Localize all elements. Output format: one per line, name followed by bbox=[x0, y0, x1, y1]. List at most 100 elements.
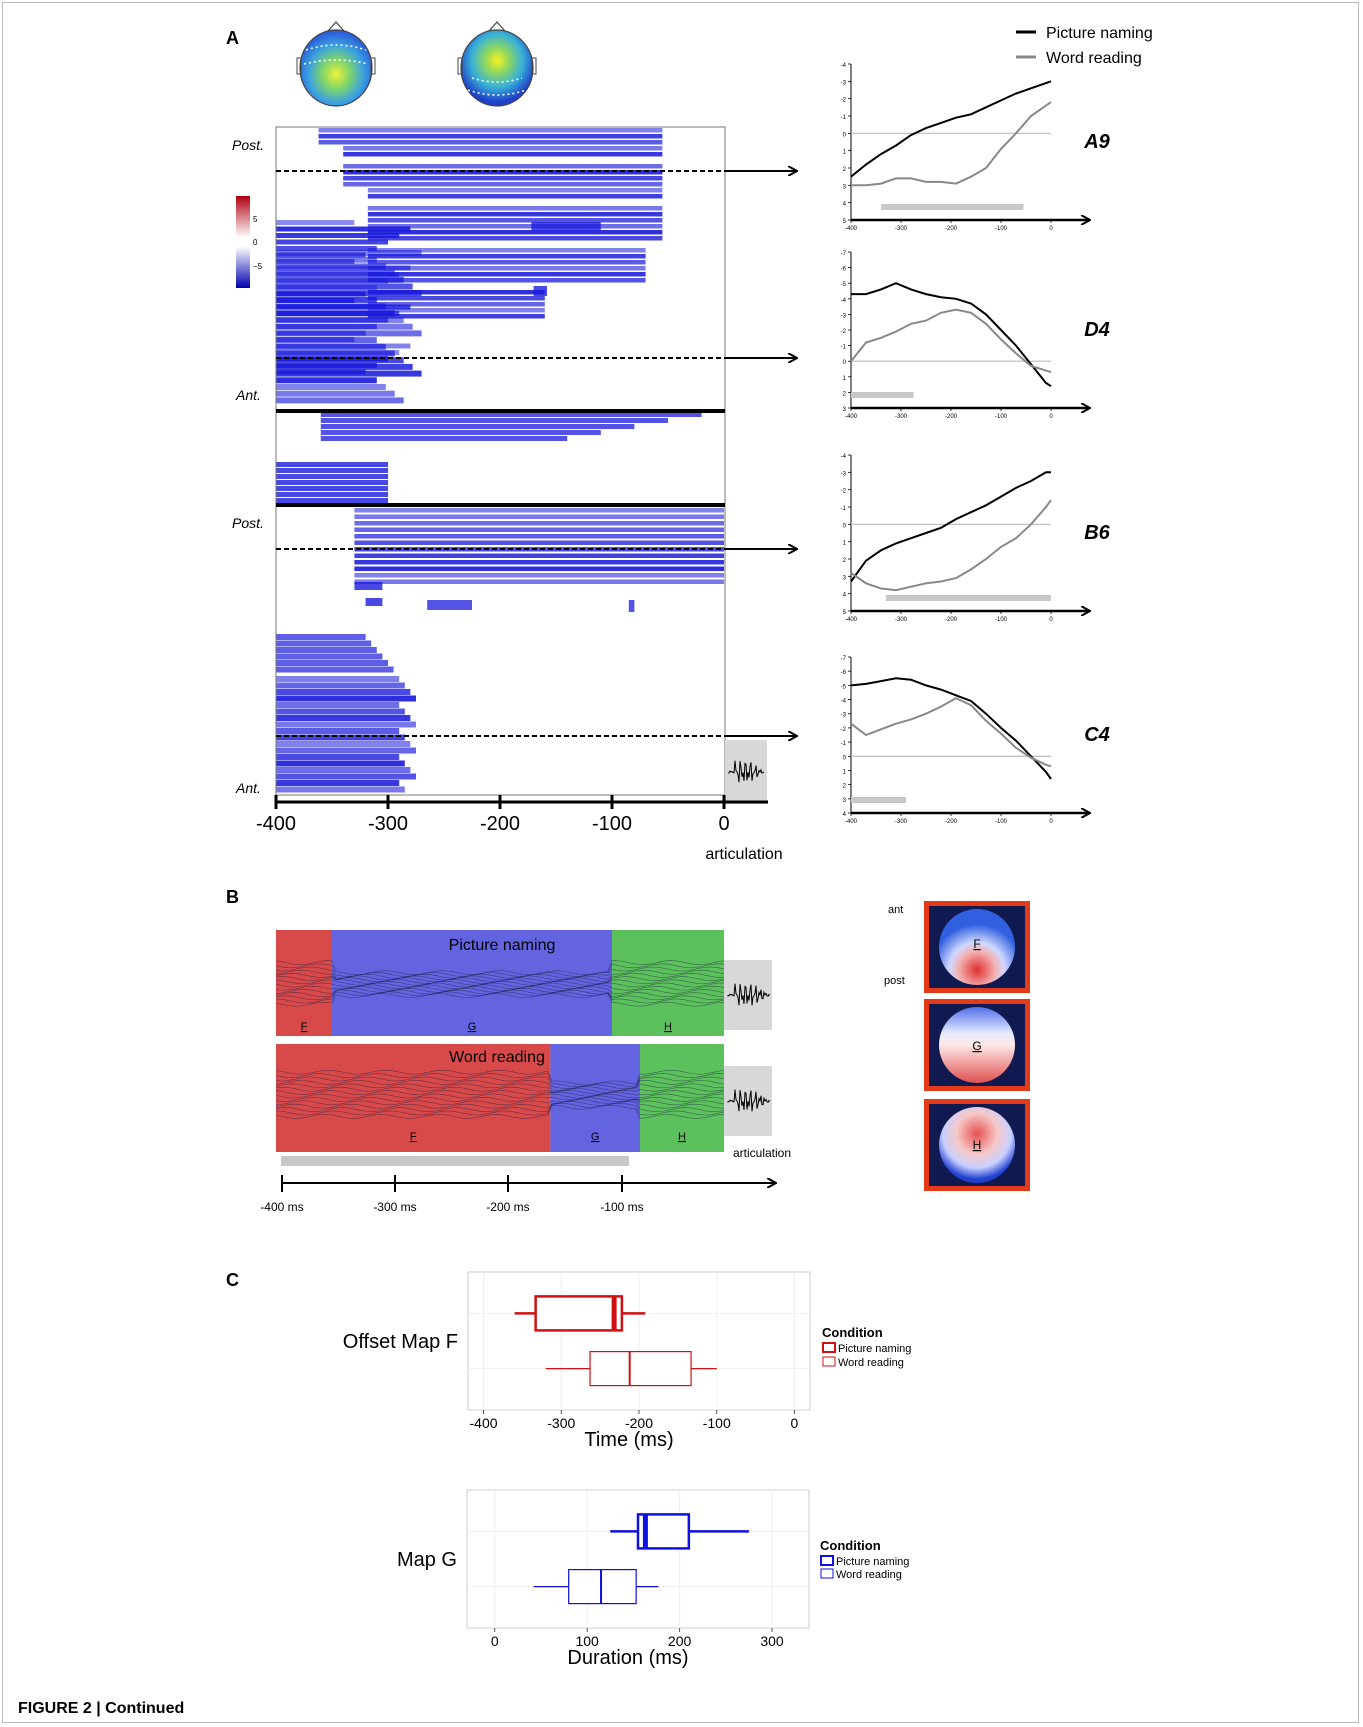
microstate-row-word-reading: Word reading F G H bbox=[275, 1044, 725, 1152]
topo-letter: F bbox=[973, 937, 980, 951]
eeg-trace bbox=[275, 1095, 725, 1102]
legend-label: Picture naming bbox=[838, 1343, 911, 1355]
y-tick-label: -1 bbox=[841, 741, 847, 747]
heatmap-cell bbox=[276, 780, 400, 786]
heatmap-cell bbox=[276, 384, 386, 390]
legend-label: Word reading bbox=[1046, 50, 1142, 67]
heatmap-cell bbox=[276, 486, 388, 491]
eeg-trace bbox=[275, 991, 725, 1004]
ant-label: ant bbox=[888, 904, 903, 916]
heatmap-cell bbox=[276, 760, 405, 767]
heatmap-cell bbox=[276, 337, 377, 344]
heatmap-cell bbox=[354, 508, 724, 513]
x-tick-label: -200 bbox=[480, 813, 520, 835]
row-title: Picture naming bbox=[449, 937, 556, 954]
heatmap-cell bbox=[276, 256, 377, 263]
x-tick-label: -400 bbox=[845, 226, 858, 232]
series-line-word-reading bbox=[851, 101, 1052, 187]
scalp-map-1 bbox=[296, 21, 376, 107]
x-tick-label: 100 bbox=[575, 1633, 599, 1649]
y-tick-label: -3 bbox=[841, 713, 847, 719]
legend-title: Condition bbox=[822, 1325, 883, 1340]
heatmap-cell bbox=[367, 248, 646, 253]
eeg-trace bbox=[275, 976, 725, 984]
x-tick-label: -100 bbox=[592, 813, 632, 835]
eeg-trace bbox=[275, 1104, 725, 1119]
box-picture-naming bbox=[534, 1295, 624, 1332]
heatmap-cell bbox=[427, 600, 472, 610]
eeg-trace bbox=[275, 1101, 725, 1112]
y-tick-label: 3 bbox=[843, 575, 847, 581]
y-tick-label: -4 bbox=[841, 298, 847, 304]
eeg-trace bbox=[275, 969, 725, 981]
figure-caption: FIGURE 2 | Continued bbox=[18, 1700, 185, 1717]
heatmap-pointers bbox=[276, 171, 796, 736]
heatmap-cell bbox=[276, 728, 400, 734]
legend-label: Picture naming bbox=[1046, 25, 1153, 42]
heatmap-cell bbox=[320, 424, 635, 429]
x-axis-label: Duration (ms) bbox=[567, 1647, 688, 1669]
heatmap-cell bbox=[367, 266, 646, 271]
y-tick-label: -3 bbox=[841, 313, 847, 319]
y-tick-label: 4 bbox=[843, 593, 847, 599]
heatmap-cell bbox=[276, 647, 377, 653]
heatmap-cell bbox=[276, 310, 395, 317]
heatmap-cell bbox=[276, 468, 388, 473]
legend-a: Picture naming Word reading bbox=[1016, 25, 1153, 67]
y-tick-label: -3 bbox=[841, 80, 847, 86]
eeg-trace bbox=[275, 963, 725, 977]
x-tick-label: -100 bbox=[703, 1415, 731, 1431]
eeg-trace bbox=[275, 960, 725, 976]
y-tick-label: 2 bbox=[843, 167, 847, 173]
x-tick-label: -400 ms bbox=[260, 1200, 303, 1214]
heatmap-cell bbox=[354, 521, 724, 526]
legend-c-top: Condition Picture naming Word reading bbox=[822, 1325, 911, 1369]
eeg-trace bbox=[275, 1069, 725, 1086]
x-tick-label: -300 bbox=[895, 414, 908, 420]
heatmap-cell bbox=[276, 330, 422, 337]
waveform-box-b2 bbox=[724, 1066, 772, 1136]
erp-chart-c4: -7 -6 -5 -4 -3 -2 -1 0 1 2 3 4-400 -300 -200 -100 0 C4 bbox=[841, 656, 1110, 825]
heatmap-cell bbox=[276, 721, 416, 728]
plot-area bbox=[466, 1489, 810, 1629]
y-tick-label: -7 bbox=[841, 656, 847, 662]
significance-bar bbox=[881, 204, 1024, 210]
y-tick-label: 0 bbox=[843, 360, 847, 366]
x-tick-label: -400 bbox=[845, 617, 858, 623]
x-tick-label: -200 bbox=[625, 1415, 653, 1431]
heatmap-cell bbox=[367, 236, 663, 241]
significance-bar bbox=[886, 595, 1051, 601]
heatmap-cell bbox=[276, 220, 355, 225]
x-tick-label: -300 ms bbox=[373, 1200, 416, 1214]
eeg-trace bbox=[275, 1076, 725, 1089]
x-tick-label: 0 bbox=[1049, 617, 1053, 623]
topo-letter: G bbox=[972, 1039, 981, 1053]
heatmap-cell bbox=[276, 480, 388, 485]
x-tick-label: -100 bbox=[995, 617, 1008, 623]
series-line-picture-naming bbox=[850, 80, 1052, 178]
x-tick-label: 200 bbox=[668, 1633, 692, 1649]
legend-label: Word reading bbox=[836, 1569, 902, 1581]
heatmap-cell bbox=[276, 390, 395, 397]
y-axis-label: Offset Map F bbox=[343, 1331, 458, 1353]
eeg-trace bbox=[275, 1099, 725, 1109]
y-tick-label: -4 bbox=[841, 699, 847, 705]
heatmap-cell bbox=[367, 194, 663, 199]
x-tick-label: -100 ms bbox=[600, 1200, 643, 1214]
panel-a-time-axis: -400 -300 -200 -100 0 articulation bbox=[256, 795, 783, 863]
x-tick-label: 0 bbox=[718, 813, 729, 835]
side-label: Post. bbox=[232, 515, 264, 531]
chart-title: A9 bbox=[1083, 131, 1110, 153]
eeg-trace bbox=[275, 1083, 725, 1093]
heatmap-cell bbox=[354, 582, 383, 590]
heatmap-cell bbox=[367, 206, 663, 211]
y-axis-label: Map G bbox=[397, 1549, 457, 1571]
topo-map-f: F bbox=[924, 901, 1030, 993]
x-tick-label: -300 bbox=[895, 617, 908, 623]
x-tick-label: -300 bbox=[368, 813, 408, 835]
heatmap-cell bbox=[276, 653, 383, 660]
heatmap-cell bbox=[276, 377, 377, 384]
heatmap-cell bbox=[276, 640, 372, 647]
y-tick-label: -2 bbox=[841, 727, 847, 733]
